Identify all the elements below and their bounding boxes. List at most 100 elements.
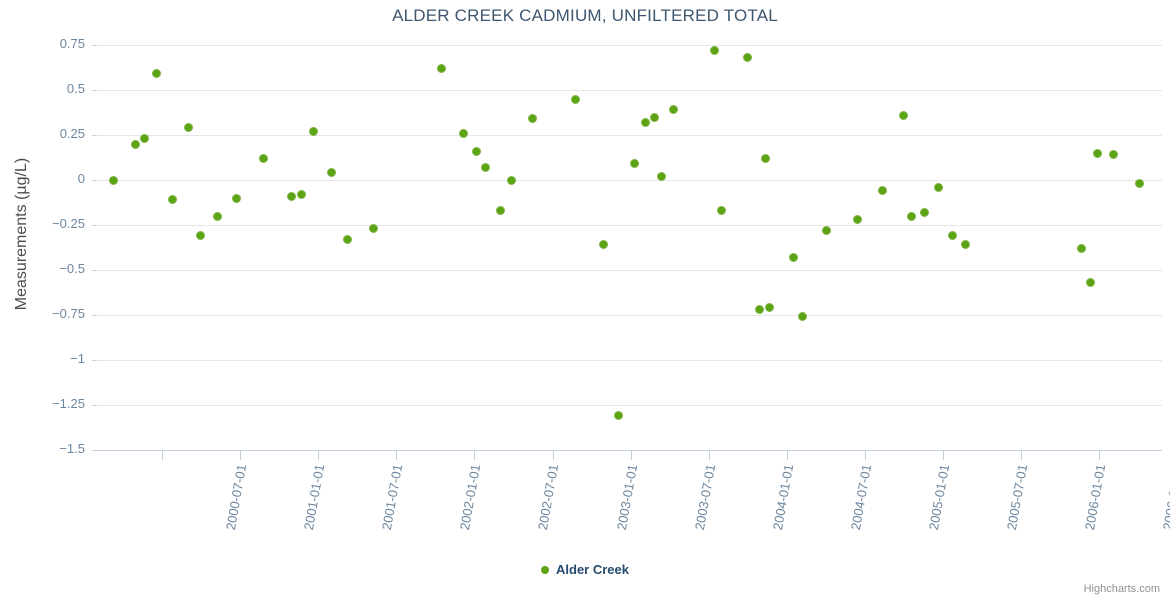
y-axis-tick-label: −1.5: [59, 441, 85, 456]
x-axis-tick-label: 2005-01-01: [925, 463, 953, 532]
x-axis-tick-label: 2004-07-01: [847, 463, 875, 532]
data-point[interactable]: [709, 45, 719, 55]
data-point[interactable]: [1134, 179, 1144, 189]
y-axis-tick-mark: [92, 405, 97, 406]
data-point[interactable]: [458, 128, 468, 138]
data-point[interactable]: [764, 303, 774, 313]
data-point[interactable]: [760, 153, 770, 163]
x-axis-tick-mark: [474, 450, 476, 460]
x-axis-tick-label: 2005-07-01: [1003, 463, 1031, 532]
data-point[interactable]: [754, 305, 764, 315]
x-axis-tick-mark: [240, 450, 242, 460]
data-point[interactable]: [495, 206, 505, 216]
legend-item-alder-creek[interactable]: Alder Creek: [556, 562, 629, 577]
y-axis-tick-label: −1.25: [52, 396, 85, 411]
x-axis-tick-label: 2006-07-01: [1160, 463, 1170, 532]
data-point[interactable]: [368, 224, 378, 234]
gridline: [97, 45, 1162, 46]
data-point[interactable]: [212, 211, 222, 221]
data-point[interactable]: [570, 94, 580, 104]
data-point[interactable]: [877, 186, 887, 196]
y-axis-tick-label: 0.75: [59, 36, 85, 51]
plot-area: 0.75 0.5 0.25 0 −0.25 −0.5 −0.75 −1 −1.25 −1.5: [52, 36, 1162, 456]
data-point[interactable]: [231, 193, 241, 203]
x-axis-tick-mark: [1021, 450, 1023, 460]
x-axis-tick-mark: [552, 450, 554, 460]
credits-label[interactable]: Highcharts.com: [1083, 583, 1160, 595]
data-point[interactable]: [527, 114, 537, 124]
data-point[interactable]: [656, 171, 666, 181]
y-axis-tick-label: −0.25: [52, 216, 85, 231]
data-point[interactable]: [947, 231, 957, 241]
data-point[interactable]: [471, 146, 481, 156]
y-axis-tick-mark: [92, 225, 97, 226]
y-axis-tick-label: 0: [77, 171, 85, 186]
x-axis-tick-mark: [864, 450, 866, 460]
gridline: [97, 135, 1162, 136]
chart-legend[interactable]: Alder Creek: [0, 562, 1170, 577]
x-axis-tick-label: 2006-01-01: [1082, 463, 1109, 532]
y-axis-tick-label: −0.75: [52, 306, 85, 321]
data-point[interactable]: [108, 175, 118, 185]
x-axis-tick-mark: [1099, 450, 1101, 460]
data-point[interactable]: [821, 225, 831, 235]
y-axis-tick-mark: [92, 90, 97, 91]
data-point[interactable]: [1076, 243, 1086, 253]
data-point[interactable]: [906, 211, 916, 221]
data-point[interactable]: [716, 206, 726, 216]
data-point[interactable]: [195, 231, 205, 241]
data-point[interactable]: [506, 175, 516, 185]
gridline: [97, 225, 1162, 226]
data-point[interactable]: [342, 234, 352, 244]
x-axis-tick-mark: [943, 450, 944, 460]
gridline: [97, 180, 1162, 181]
y-axis-tick-label: 0.5: [66, 81, 85, 96]
data-point[interactable]: [649, 112, 659, 122]
data-point[interactable]: [668, 105, 678, 115]
data-point[interactable]: [898, 110, 908, 120]
x-axis-tick-mark: [396, 450, 398, 460]
data-point[interactable]: [258, 153, 268, 163]
gridline: [97, 315, 1162, 316]
legend-marker-icon: [541, 565, 549, 574]
data-point[interactable]: [296, 189, 306, 199]
data-point[interactable]: [183, 123, 193, 133]
x-axis-tick-mark: [786, 450, 788, 460]
data-point[interactable]: [139, 134, 149, 144]
data-point[interactable]: [933, 182, 943, 192]
data-point[interactable]: [286, 191, 296, 201]
data-point[interactable]: [1092, 148, 1102, 158]
data-point[interactable]: [130, 139, 140, 149]
data-point[interactable]: [629, 159, 639, 169]
data-point[interactable]: [919, 207, 929, 217]
data-point[interactable]: [1085, 278, 1095, 288]
data-point[interactable]: [788, 252, 798, 262]
x-axis-tick-label: 2000-07-01: [222, 463, 250, 532]
x-axis-tick-label: 2004-01-01: [769, 463, 796, 532]
gridline: [97, 360, 1162, 361]
data-point[interactable]: [640, 117, 650, 127]
data-point[interactable]: [960, 240, 970, 250]
y-axis-tick-label: −1: [70, 351, 85, 366]
data-point[interactable]: [326, 168, 336, 178]
data-point[interactable]: [167, 195, 177, 205]
data-point[interactable]: [151, 69, 161, 79]
y-axis-tick-mark: [92, 450, 97, 451]
data-point[interactable]: [742, 53, 752, 63]
data-point[interactable]: [797, 312, 807, 322]
data-point[interactable]: [436, 63, 446, 73]
x-axis-tick-label: 2001-01-01: [301, 463, 328, 532]
x-axis-tick-mark: [162, 450, 163, 460]
data-point[interactable]: [598, 240, 608, 250]
y-axis-tick-label: 0.25: [59, 126, 85, 141]
x-axis-tick-mark: [318, 450, 320, 460]
x-axis-tick-label: 2002-07-01: [535, 463, 562, 532]
chart-title: ALDER CREEK CADMIUM, UNFILTERED TOTAL: [392, 6, 778, 25]
y-axis-tick-mark: [92, 135, 97, 136]
data-point[interactable]: [852, 215, 862, 225]
data-point[interactable]: [308, 126, 318, 136]
data-point[interactable]: [613, 411, 623, 421]
data-point[interactable]: [1108, 150, 1118, 160]
data-point[interactable]: [480, 162, 490, 172]
